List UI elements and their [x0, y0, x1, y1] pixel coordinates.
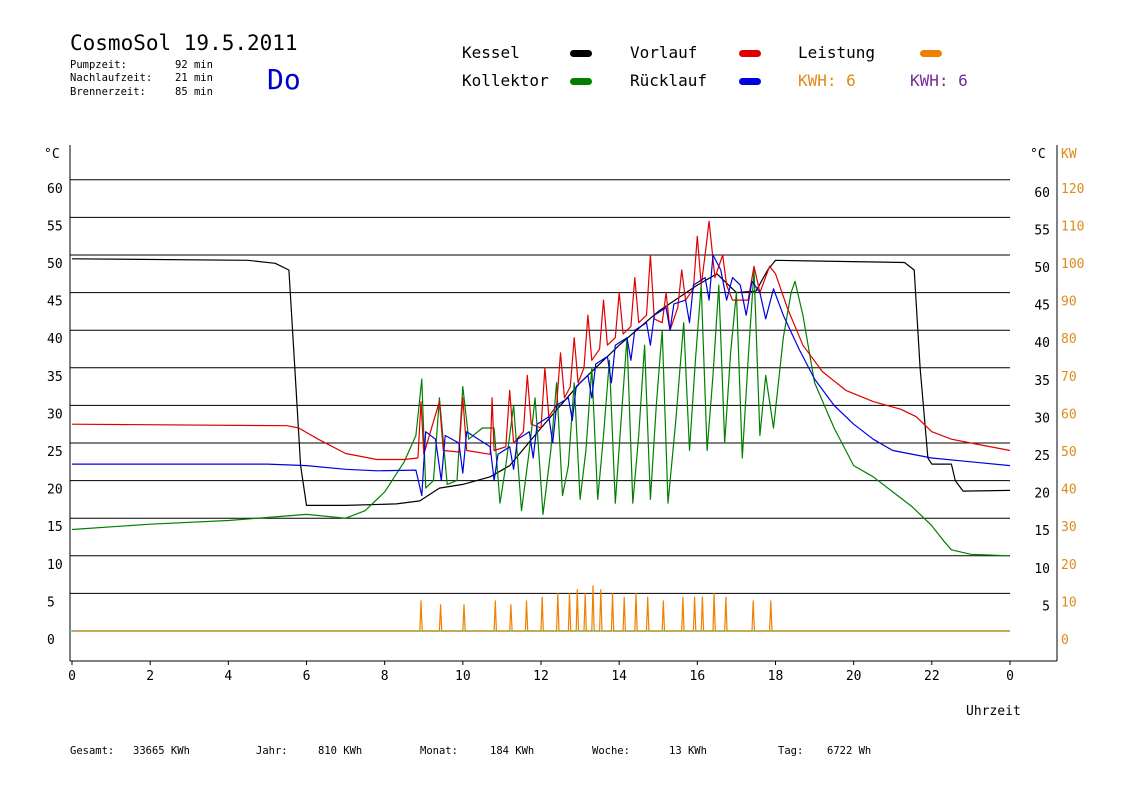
- footer-totals: Gesamt: 33665 KWh Jahr: 810 KWh Monat: 1…: [70, 745, 871, 757]
- legend-label-kessel: Kessel: [462, 43, 520, 62]
- x-tick-label: 6: [303, 669, 311, 684]
- y-tick-label-right: 30: [1034, 411, 1050, 426]
- legend-label-kollektor: Kollektor: [462, 71, 549, 90]
- y2-tick-label: 90: [1061, 295, 1077, 310]
- footer-year-label: Jahr:: [256, 745, 288, 757]
- y-tick-label-left: 60: [47, 182, 63, 197]
- x-tick-label: 0: [1006, 669, 1014, 684]
- legend-swatch-kessel: [570, 50, 592, 57]
- page-title: CosmoSol 19.5.2011: [70, 31, 298, 55]
- series-line-rcklauf: [72, 254, 1011, 497]
- y2-tick-label: 10: [1061, 595, 1077, 610]
- legend-swatch-vorlauf: [739, 50, 761, 57]
- y2-tick-label: 20: [1061, 558, 1077, 573]
- y-axis-unit-right: °C: [1030, 147, 1046, 162]
- y-tick-label-right: 20: [1034, 487, 1050, 502]
- y-tick-label-right: 25: [1034, 449, 1050, 464]
- y-tick-label-left: 20: [47, 483, 63, 498]
- x-tick-label: 4: [224, 669, 232, 684]
- burner-time-value: 85 min: [175, 86, 213, 98]
- kwh-label-orange: KWH: 6: [798, 71, 856, 90]
- y-axis-unit-left: °C: [44, 147, 60, 162]
- x-tick-label: 12: [533, 669, 549, 684]
- series-line-kessel: [71, 258, 1011, 506]
- follow-up-time-label: Nachlaufzeit:: [70, 72, 152, 84]
- series-line-leistung: [72, 585, 1010, 632]
- y-tick-label-left: 35: [47, 370, 63, 385]
- y-tick-label-left: 10: [47, 558, 63, 573]
- legend-swatch-kollektor: [570, 78, 592, 85]
- x-tick-label: 0: [68, 669, 76, 684]
- pump-time-value: 92 min: [175, 59, 213, 71]
- x-tick-label: 20: [846, 669, 862, 684]
- legend-label-leistung: Leistung: [798, 43, 875, 62]
- footer-month-label: Monat:: [420, 745, 458, 757]
- burner-time-label: Brennerzeit:: [70, 86, 146, 98]
- y-tick-label-left: 5: [47, 595, 55, 610]
- y2-tick-label: 60: [1061, 407, 1077, 422]
- y-tick-label-right: 15: [1034, 524, 1050, 539]
- y-tick-label-left: 25: [47, 445, 63, 460]
- legend-swatch-leistung: [920, 50, 942, 57]
- weekday-label: Do: [267, 63, 301, 96]
- legend-swatch-ruecklauf: [739, 78, 761, 85]
- x-tick-label: 18: [768, 669, 784, 684]
- y2-tick-label: 50: [1061, 445, 1077, 460]
- follow-up-time-value: 21 min: [175, 72, 213, 84]
- footer-week-label: Woche:: [592, 745, 630, 757]
- y2-tick-label: 120: [1061, 182, 1084, 197]
- footer-year-value: 810 KWh: [318, 745, 362, 757]
- legend-label-vorlauf: Vorlauf: [630, 43, 697, 62]
- footer-day-label: Tag:: [778, 745, 803, 757]
- x-axis-label: Uhrzeit: [966, 704, 1021, 719]
- legend-label-ruecklauf: Rücklauf: [630, 71, 707, 90]
- y-tick-label-left: 0: [47, 633, 55, 648]
- y2-tick-label: 80: [1061, 332, 1077, 347]
- header: CosmoSol 19.5.2011 Pumpzeit: 92 min Nach…: [70, 31, 301, 98]
- legend: Kessel Kollektor Vorlauf Rücklauf Leistu…: [462, 43, 968, 90]
- y-tick-label-left: 15: [47, 520, 63, 535]
- y-tick-label-right: 40: [1034, 336, 1050, 351]
- x-tick-label: 14: [611, 669, 627, 684]
- y-tick-label-left: 50: [47, 257, 63, 272]
- x-tick-label: 2: [146, 669, 154, 684]
- y2-tick-label: 30: [1061, 520, 1077, 535]
- x-tick-label: 8: [381, 669, 389, 684]
- footer-month-value: 184 KWh: [490, 745, 534, 757]
- series-line-vorlauf: [71, 220, 1011, 461]
- y-tick-label-right: 45: [1034, 299, 1050, 314]
- y2-tick-label: 40: [1061, 483, 1077, 498]
- x-tick-label: 22: [924, 669, 940, 684]
- pump-time-label: Pumpzeit:: [70, 59, 127, 71]
- grid-lines: [69, 145, 1058, 665]
- y-tick-label-right: 50: [1034, 261, 1050, 276]
- footer-total-label: Gesamt:: [70, 745, 114, 757]
- y-tick-label-left: 40: [47, 332, 63, 347]
- y-tick-label-left: 55: [47, 219, 63, 234]
- footer-total-value: 33665 KWh: [133, 745, 190, 757]
- series-line-kollektor: [71, 269, 1011, 557]
- footer-week-value: 13 KWh: [669, 745, 707, 757]
- y-tick-label-left: 45: [47, 295, 63, 310]
- footer-day-value: 6722 Wh: [827, 745, 871, 757]
- y2-tick-label: 100: [1061, 257, 1084, 272]
- y-tick-label-right: 55: [1034, 223, 1050, 238]
- x-tick-label: 16: [690, 669, 706, 684]
- y-tick-label-right: 35: [1034, 374, 1050, 389]
- series-lines: [71, 220, 1011, 632]
- kwh-label-purple: KWH: 6: [910, 71, 968, 90]
- y-tick-label-right: 10: [1034, 562, 1050, 577]
- y-tick-label-right: 5: [1042, 599, 1050, 614]
- x-tick-label: 10: [455, 669, 471, 684]
- y2-tick-label: 0: [1061, 633, 1069, 648]
- y2-tick-label: 70: [1061, 370, 1077, 385]
- y-tick-label-left: 30: [47, 407, 63, 422]
- y-tick-label-right: 60: [1034, 186, 1050, 201]
- y2-axis-unit: KW: [1061, 147, 1077, 162]
- y2-tick-label: 110: [1061, 219, 1084, 234]
